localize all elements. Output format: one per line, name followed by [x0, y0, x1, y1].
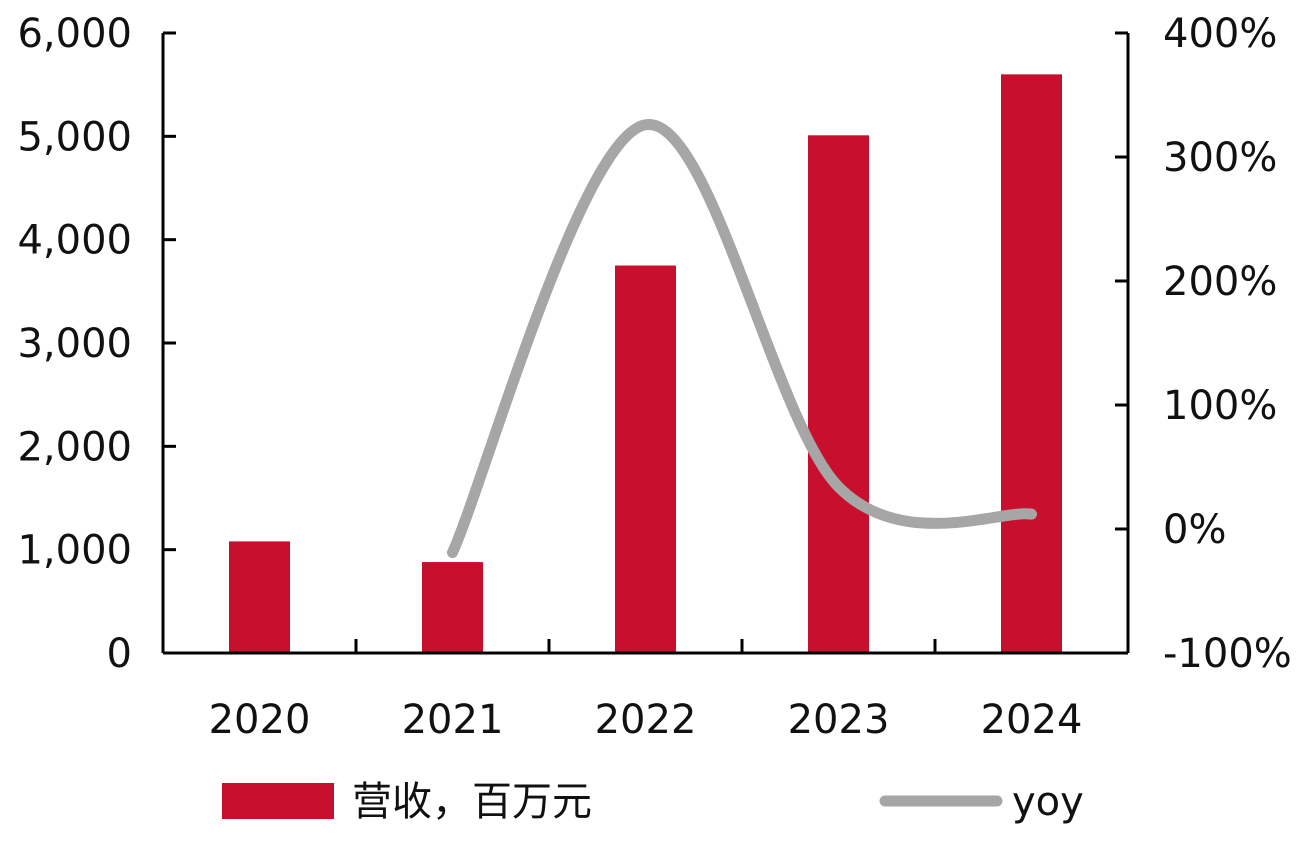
yoy-line-group: [447, 119, 1037, 559]
bar-2021: [422, 562, 483, 653]
legend-bar-label: 营收，百万元: [352, 779, 592, 825]
left-axis-tick-label: 6,000: [17, 11, 132, 57]
x-axis-label-2023: 2023: [788, 697, 890, 743]
yoy-line: [447, 119, 1037, 559]
legend-bar-swatch: [222, 783, 334, 819]
x-axis-label-2020: 2020: [209, 697, 311, 743]
bars-group: [229, 74, 1062, 654]
right-axis-tick-label: 0%: [1163, 507, 1226, 553]
left-axis-tick-label: 1,000: [17, 528, 132, 574]
legend-line-label: yoy: [1012, 779, 1084, 825]
bar-2022: [615, 265, 676, 653]
legend: 营收，百万元 yoy: [222, 779, 1084, 825]
bar-2020: [229, 541, 290, 653]
left-axis-tick-label: 3,000: [17, 321, 132, 367]
right-axis-tick-label: 400%: [1163, 11, 1277, 57]
left-axis-tick-label: 4,000: [17, 218, 132, 264]
left-axis-tick-label: 5,000: [17, 114, 132, 160]
left-axis-tick-label: 0: [107, 631, 132, 677]
right-axis-tick-label: 300%: [1163, 135, 1277, 181]
right-axis-tick-label: -100%: [1163, 631, 1292, 677]
right-axis-tick-label: 100%: [1163, 383, 1277, 429]
right-axis-ticks: -100% 0% 100% 200% 300% 400%: [1115, 11, 1292, 677]
x-axis-labels: 2020 2021 2022 2023 2024: [209, 697, 1083, 743]
bar-2024: [1001, 74, 1062, 654]
left-axis-tick-label: 2,000: [17, 424, 132, 470]
x-axis-label-2021: 2021: [402, 697, 504, 743]
x-axis-label-2024: 2024: [981, 697, 1083, 743]
x-axis-label-2022: 2022: [595, 697, 697, 743]
bar-2023: [808, 135, 869, 654]
left-axis-ticks: 0 1,000 2,000 3,000 4,000 5,000 6,000: [17, 11, 176, 677]
right-axis-tick-label: 200%: [1163, 259, 1277, 305]
